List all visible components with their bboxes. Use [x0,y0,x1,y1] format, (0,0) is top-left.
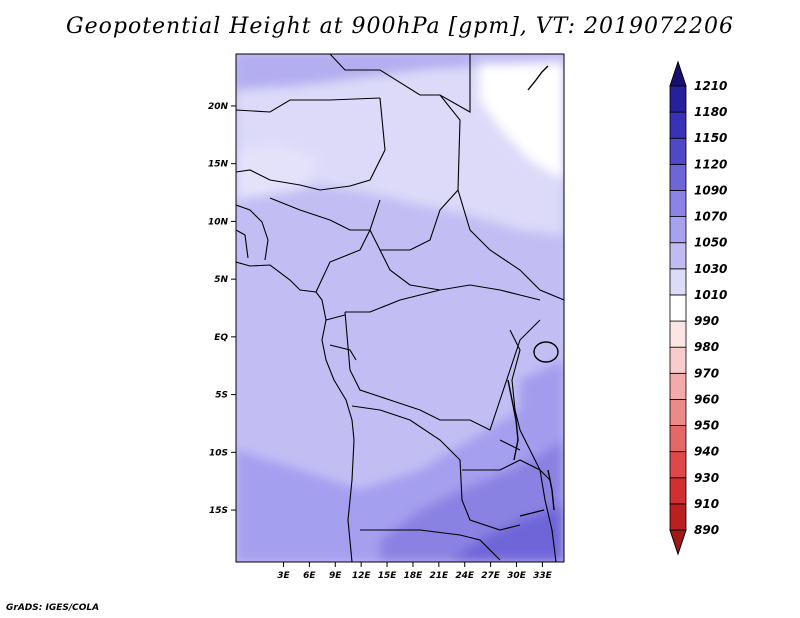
colorbar: 890 910 930 940 950 960 970 980 990 1010 1030 1050 1… [669,60,727,556]
y-tick-label-5S: 5S [215,391,228,401]
border-mali-niger [236,97,386,191]
x-tick-label-33E: 33E [533,571,553,581]
colorbar-label-1180: 1180 [694,105,727,119]
colorbar-segment-1090-1120 [669,163,687,191]
colorbar-segment-1010-1030 [669,268,687,296]
coastline-west [236,261,355,562]
colorbar-segment-1180-1210 [669,85,687,113]
colorbar-segment-980-990 [669,320,687,348]
colorbar-label-1030: 1030 [694,262,727,276]
colorbar-label-1070: 1070 [694,210,727,224]
x-tick-label-21E: 21E [429,571,449,581]
border-east-lakes [509,329,557,562]
colorbar-label-910: 910 [694,497,719,511]
x-tick-label-18E: 18E [404,571,424,581]
colorbar-segment-960-970 [669,372,687,400]
y-tick-label-15N: 15N [208,160,229,170]
colorbar-label-1210: 1210 [694,79,727,93]
colorbar-label-1050: 1050 [694,236,727,250]
x-tick-label-15E: 15E [378,571,398,581]
border-namibia [360,529,501,561]
border-drc [344,289,541,431]
lakes [507,65,559,517]
border-car [379,249,541,301]
border-sudan [457,189,564,301]
field-east-tongue [520,360,564,450]
colorbar-label-980: 980 [694,340,719,354]
field-sahara-high [480,64,564,180]
y-tick-label-EQ: EQ [214,333,228,343]
y-tick-label-5N: 5N [214,275,228,285]
colorbar-label-930: 930 [694,471,719,485]
x-tick-label-9E: 9E [329,571,342,581]
colorbar-segment-1070-1090 [669,190,687,217]
colorbar-segment-1050-1070 [669,216,687,244]
colorbar-segment-970-980 [669,346,687,374]
colorbar-label-940: 940 [694,445,719,459]
colorbar-segment-950-960 [669,399,687,426]
colorbar-bottom-triangle [669,529,687,556]
field-nw-patch [236,145,320,200]
field-southeast-1090 [450,505,564,562]
colorbar-segment-910-930 [669,477,687,505]
map-frame [235,53,565,563]
x-tick-label-24E: 24E [455,571,475,581]
colorbar-label-970: 970 [694,366,719,380]
lake-kariba [519,509,545,517]
y-tick-label-15S: 15S [209,506,228,516]
colorbar-segment-1150-1180 [669,111,687,139]
colorbar-label-1010: 1010 [694,288,727,302]
border-chad [369,94,461,251]
colorbar-segment-1120-1150 [669,137,687,165]
colorbar-segment-990-1010 [669,294,687,322]
map-area [236,54,564,562]
colorbar-segment-890-910 [669,503,687,531]
border-gabon-congo [325,314,357,361]
colorbar-top-triangle [669,60,687,87]
colorbar-segment-940-950 [669,425,687,453]
x-tick-label-3E: 3E [277,571,290,581]
colorbar-segment-930-940 [669,451,687,479]
colorbar-label-890: 890 [694,523,719,537]
border-nigeria [269,197,371,293]
grads-credit: GrADS: IGES/COLA [6,603,100,613]
colorbar-label-1150: 1150 [694,131,727,145]
x-tick-label-6E: 6E [303,571,316,581]
colorbar-label-960: 960 [694,392,719,406]
y-tick-label-10S: 10S [209,448,228,458]
border-angola [351,405,521,531]
border-north [329,54,471,113]
x-tick-label-27E: 27E [481,571,501,581]
colorbar-label-1090: 1090 [694,183,727,197]
lake-tanganyika [507,379,519,461]
axes: 3E 6E 9E 12E 15E 18E 21E 24E 27E 30E 33E 20N 15N 10N 5… [208,102,553,581]
boundaries [236,54,564,562]
chart-title: Geopotential Height at 900hPa [gpm], VT:… [66,14,734,39]
colorbar-label-1120: 1120 [694,157,727,171]
y-tick-label-20N: 20N [208,102,229,112]
y-tick-label-10N: 10N [208,217,229,227]
border-west-sahara [236,97,381,113]
colorbar-label-950: 950 [694,419,719,433]
nile-coast-nw [527,65,549,91]
lake-victoria [533,341,559,363]
x-tick-label-12E: 12E [352,571,372,581]
colorbar-segment-1030-1050 [669,242,687,270]
x-tick-label-30E: 30E [507,571,527,581]
colorbar-label-990: 990 [694,314,719,328]
lake-malawi [547,469,555,511]
border-west-coast-states [236,204,269,261]
field-sahel-band [236,60,564,235]
